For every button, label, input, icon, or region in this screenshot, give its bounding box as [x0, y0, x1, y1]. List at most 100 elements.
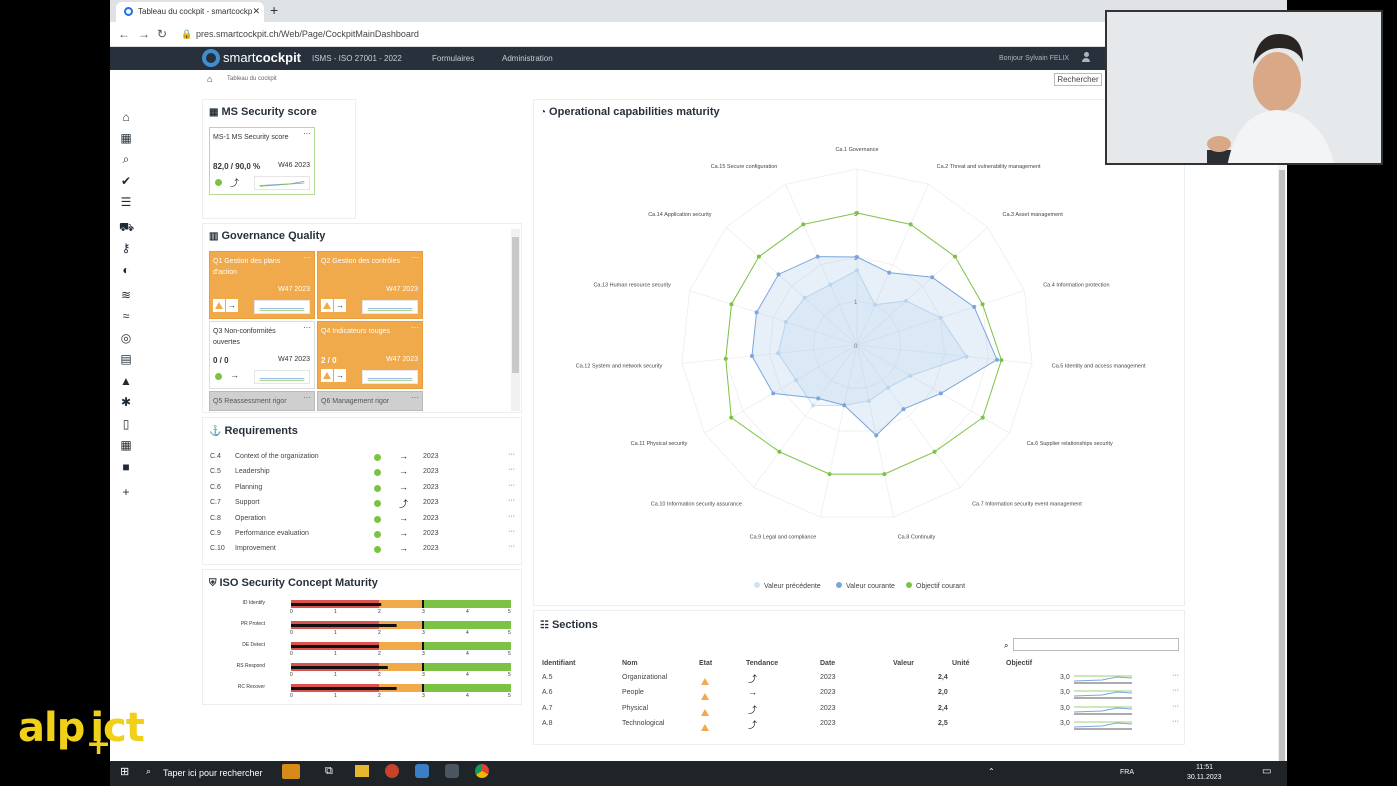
more-icon[interactable]: ··· [303, 129, 311, 138]
table-icon[interactable]: ▦ [120, 131, 132, 145]
truck-icon[interactable]: ⛟ [119, 220, 135, 234]
contrast-icon[interactable]: ◐ [122, 263, 130, 277]
more-icon[interactable]: ··· [303, 323, 311, 332]
tray-language[interactable]: FRA [1120, 769, 1134, 776]
chrome-icon[interactable] [475, 764, 489, 778]
requirement-row[interactable]: C.9 Performance evaluation → 2023 ··· [210, 528, 515, 542]
notifications-icon[interactable]: ▭ [1262, 766, 1272, 777]
radar-point[interactable] [908, 373, 913, 378]
radar-point[interactable] [866, 398, 871, 403]
search-icon[interactable]: ⌕ [122, 152, 130, 166]
windows-start-icon[interactable]: ⊞ [120, 766, 130, 778]
radar-point[interactable] [754, 310, 759, 315]
file-explorer-icon[interactable] [355, 765, 369, 777]
document-icon[interactable]: ▯ [122, 417, 130, 431]
section-row[interactable]: A.5 Organizational ⤴ 2023 2,4 3,0 ··· [534, 671, 1184, 686]
column-header[interactable]: Nom [622, 660, 638, 667]
menu-formulaires[interactable]: Formulaires [432, 54, 475, 63]
radar-point[interactable] [855, 211, 859, 215]
more-icon[interactable]: ··· [1172, 687, 1179, 695]
radar-point[interactable] [801, 222, 806, 227]
close-tab-icon[interactable]: ✕ [252, 6, 260, 16]
column-header[interactable]: Tendance [746, 660, 779, 667]
browser-tab[interactable]: Tableau du cockpit - smartcockp ✕ [116, 2, 264, 22]
reload-icon[interactable]: ↻ [157, 27, 168, 41]
outlook-icon[interactable] [415, 764, 429, 778]
home-breadcrumb-icon[interactable]: ⌂ [207, 74, 213, 84]
app-icon[interactable] [445, 764, 459, 778]
column-header[interactable]: Identifiant [542, 660, 576, 667]
radar-point[interactable] [964, 354, 969, 359]
radar-point[interactable] [771, 391, 776, 396]
governance-tile[interactable]: Q1 Gestion des plans d'action ··· W47 2023… [209, 251, 315, 319]
column-header[interactable]: Etat [699, 660, 713, 667]
page-scrollbar[interactable] [1278, 70, 1286, 786]
column-header[interactable]: Date [820, 660, 836, 667]
requirement-row[interactable]: C.5 Leadership → 2023 ··· [210, 466, 515, 480]
tray-time[interactable]: 11:51 [1196, 764, 1213, 771]
new-tab-button[interactable]: + [270, 2, 279, 18]
back-icon[interactable]: ← [118, 27, 130, 41]
radar-point[interactable] [776, 272, 781, 277]
more-icon[interactable]: ··· [508, 451, 515, 458]
radar-point[interactable] [901, 407, 906, 412]
key-icon[interactable]: ⚷ [121, 241, 131, 255]
radar-point[interactable] [980, 302, 985, 307]
more-icon[interactable]: ··· [411, 393, 419, 402]
home-icon[interactable]: ⌂ [122, 110, 130, 124]
task-view-icon[interactable]: ⧉ [325, 765, 333, 777]
governance-tile[interactable]: Q4 Indicateurs rouges ··· 2 / 0 W47 2023 → [317, 321, 423, 389]
legend-item-target[interactable]: Objectif courant [906, 582, 965, 590]
forward-icon[interactable]: → [138, 27, 150, 41]
radar-point[interactable] [749, 354, 754, 359]
radar-point[interactable] [855, 255, 859, 259]
taskbar-search-box[interactable]: Taper ici pour rechercher [163, 768, 263, 778]
menu-administration[interactable]: Administration [502, 54, 553, 63]
ms-score-tile[interactable]: MS-1 MS Security score ··· 82,0 / 90,0 %… [209, 127, 315, 195]
radar-point[interactable] [882, 472, 887, 477]
legend-item-previous[interactable]: Valeur précédente [754, 582, 821, 590]
lock-icon[interactable]: ■ [122, 460, 130, 474]
more-icon[interactable]: ··· [1172, 718, 1179, 726]
more-icon[interactable]: ··· [508, 497, 515, 505]
radar-point[interactable] [904, 298, 909, 303]
more-icon[interactable]: ··· [508, 466, 515, 474]
radar-point[interactable] [827, 472, 832, 477]
radar-point[interactable] [729, 302, 734, 307]
file-excel-icon[interactable]: ▤ [120, 352, 132, 366]
radar-point[interactable] [872, 302, 877, 307]
list-icon[interactable]: ☰ [120, 195, 132, 209]
add-icon[interactable]: + [122, 485, 130, 499]
column-header[interactable]: Valeur [893, 660, 915, 667]
more-icon[interactable]: ··· [508, 481, 515, 489]
radar-point[interactable] [842, 403, 847, 408]
radar-point[interactable] [756, 254, 761, 259]
radar-point[interactable] [999, 358, 1004, 363]
user-icon[interactable] [1082, 52, 1090, 63]
radar-point[interactable] [938, 391, 943, 396]
sections-search-input[interactable] [1013, 638, 1179, 651]
radar-point[interactable] [777, 449, 782, 454]
more-icon[interactable]: ··· [411, 323, 419, 332]
radar-point[interactable] [938, 315, 943, 320]
more-icon[interactable]: ··· [508, 528, 515, 535]
radar-point[interactable] [886, 385, 891, 390]
section-row[interactable]: A.7 Physical ⤴ 2023 2,4 3,0 ··· [534, 702, 1184, 717]
governance-tile[interactable]: Q3 Non-conformités ouvertes ··· 0 / 0 W47 2… [209, 321, 315, 389]
menu-isms[interactable]: ISMS - ISO 27001 - 2022 [312, 54, 402, 63]
requirement-row[interactable]: C.7 Support ⤴ 2023 ··· [210, 497, 515, 511]
more-icon[interactable]: ··· [508, 543, 515, 551]
radar-series-previous[interactable] [777, 269, 968, 407]
more-icon[interactable]: ··· [303, 393, 311, 402]
radar-point[interactable] [816, 396, 821, 401]
requirement-row[interactable]: C.6 Planning → 2023 ··· [210, 482, 515, 496]
radar-point[interactable] [815, 254, 820, 259]
tray-chevron-icon[interactable]: ⌃ [988, 767, 995, 776]
radar-point[interactable] [874, 433, 879, 438]
briefcase-icon[interactable] [282, 764, 300, 779]
column-header[interactable]: Objectif [1006, 660, 1033, 667]
section-row[interactable]: A.6 People → 2023 2,0 3,0 ··· [534, 686, 1184, 701]
radar-point[interactable] [908, 222, 913, 227]
radar-point[interactable] [811, 403, 816, 408]
url-field[interactable]: 🔒 pres.smartcockpit.ch/Web/Page/CockpitM… [176, 26, 1076, 43]
